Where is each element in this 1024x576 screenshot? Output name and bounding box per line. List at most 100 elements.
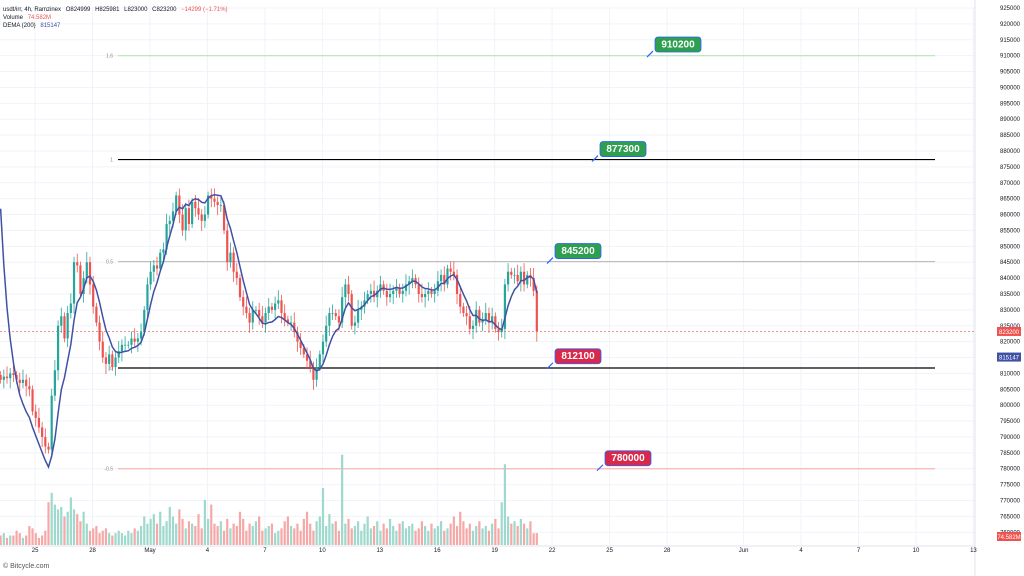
- volume-bar: [274, 533, 277, 545]
- candle-body: [229, 252, 232, 263]
- volume-bar: [484, 526, 487, 545]
- candle-body: [50, 395, 53, 450]
- volume-bar: [478, 521, 481, 545]
- volume-bar: [401, 521, 404, 545]
- candle-body: [222, 205, 226, 231]
- candle-body: [443, 274, 446, 285]
- candle-body: [398, 287, 401, 294]
- candle-body: [475, 309, 478, 326]
- volume-bar: [88, 530, 92, 545]
- candle-body: [462, 306, 465, 314]
- dema-line: [0, 194, 538, 470]
- candle-body: [305, 354, 309, 361]
- volume-bar: [302, 518, 305, 545]
- volume-bar: [41, 535, 44, 545]
- volume-bar: [261, 530, 264, 545]
- volume-bar: [200, 528, 203, 545]
- candle-body: [433, 290, 436, 294]
- candle-body: [401, 290, 404, 294]
- volume-bar: [79, 521, 82, 545]
- volume-bar: [229, 528, 232, 545]
- candle-body: [165, 224, 168, 250]
- volume-bar: [481, 528, 484, 545]
- y-tick-label: 925000: [1000, 6, 1021, 12]
- volume-bar: [238, 511, 242, 545]
- volume-bar: [519, 518, 522, 545]
- candle-body: [56, 325, 60, 371]
- volume-bar: [101, 530, 104, 545]
- dema-legend[interactable]: DEMA (200) 815147: [3, 22, 63, 30]
- x-tick-label: Jun: [739, 548, 749, 554]
- volume-bar: [18, 533, 21, 545]
- candle-body: [372, 290, 376, 298]
- x-tick-label: 10: [319, 548, 326, 554]
- volume-bar: [312, 530, 315, 545]
- volume-bar: [475, 526, 478, 545]
- volume-bar: [226, 518, 229, 545]
- candle-body: [194, 201, 197, 209]
- candle-body: [79, 265, 82, 294]
- dema-path: [0, 194, 538, 470]
- volume-bar: [139, 526, 143, 545]
- grid: [0, 7, 975, 545]
- candle-body: [277, 300, 280, 304]
- callout-pointer: [591, 155, 599, 162]
- volume-bar: [404, 528, 408, 545]
- volume-bar: [315, 521, 318, 545]
- volume-bar: [309, 523, 312, 545]
- volume-bar: [293, 528, 296, 545]
- volume-bar: [424, 526, 427, 545]
- candle-body: [251, 309, 254, 323]
- volume-bar: [251, 526, 254, 545]
- volume-legend[interactable]: Volume 74.582M: [3, 14, 54, 22]
- candle-body: [155, 265, 159, 269]
- volume-bar: [468, 523, 471, 545]
- volume-bar: [516, 526, 519, 545]
- volume-bar: [197, 514, 200, 545]
- volume-bar: [191, 523, 194, 545]
- candle-body: [519, 271, 522, 282]
- candle-body: [235, 271, 238, 279]
- volume-bar: [130, 533, 133, 545]
- callout-pointer: [546, 257, 554, 264]
- candle-body: [347, 284, 350, 294]
- candle-body: [309, 360, 312, 368]
- volume-bar: [143, 516, 146, 545]
- candle-body: [88, 262, 92, 285]
- volume-bar: [376, 521, 379, 545]
- candle-body: [120, 344, 124, 352]
- volume-bar: [344, 523, 347, 545]
- volume-bar: [12, 535, 15, 545]
- volume-bar: [503, 464, 507, 545]
- candle-body: [369, 290, 372, 294]
- volume-bar: [455, 526, 459, 545]
- volume-bar: [491, 523, 494, 545]
- volume-bar: [235, 526, 238, 545]
- volume-bar: [165, 521, 168, 545]
- brand-footer[interactable]: © Bitcycle.com: [3, 563, 50, 570]
- volume-bar: [56, 509, 60, 545]
- callout-pointer: [646, 50, 654, 58]
- candle-body: [210, 195, 213, 199]
- volume-bar: [459, 511, 462, 545]
- volume-bar: [328, 514, 331, 545]
- volume-bar: [111, 535, 114, 545]
- candle-body: [21, 379, 25, 383]
- dema-label: DEMA (200): [3, 23, 36, 29]
- candle-body: [452, 271, 455, 275]
- volume-bar: [471, 530, 475, 545]
- candle-body: [353, 322, 357, 326]
- y-tick-label: 775000: [1000, 483, 1021, 489]
- volume-bar: [213, 523, 216, 545]
- volume-bar: [117, 530, 120, 545]
- volume-bar: [334, 521, 337, 545]
- volume-bar: [449, 523, 452, 545]
- volume-bar: [146, 523, 149, 545]
- candle-body: [178, 195, 181, 215]
- y-tick-label: 870000: [1000, 181, 1021, 187]
- volume-bar: [95, 526, 98, 545]
- candle-body: [526, 274, 529, 285]
- candle-body: [206, 195, 210, 215]
- candle-body: [37, 417, 41, 428]
